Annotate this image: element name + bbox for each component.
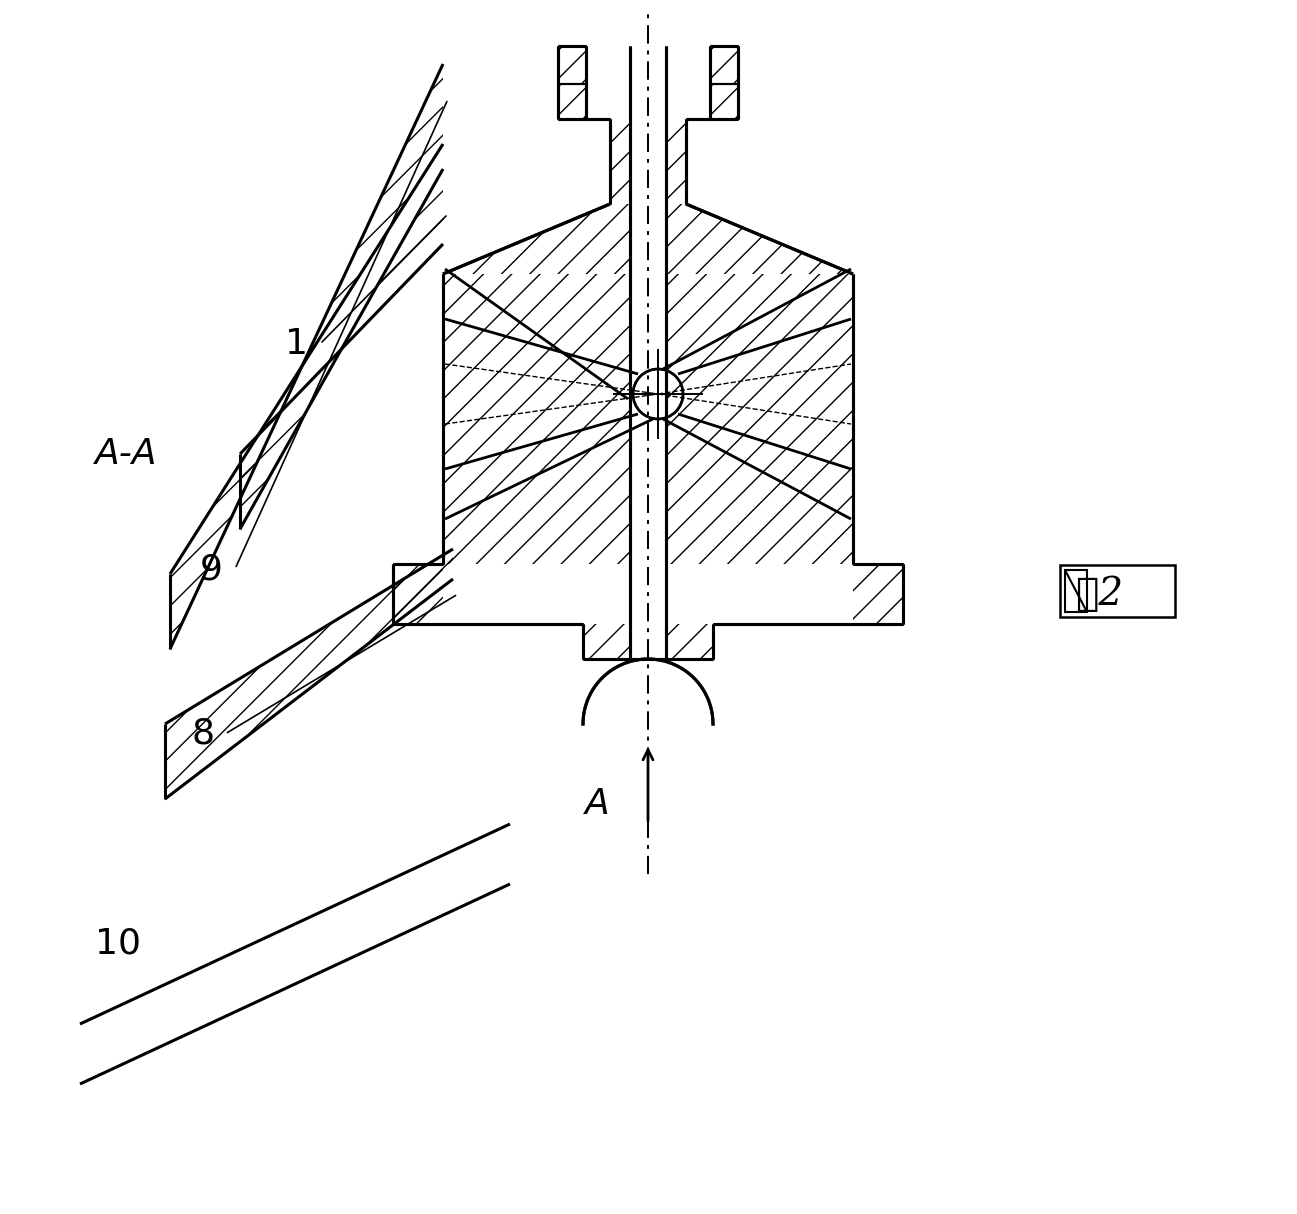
Bar	[1060, 565, 1175, 617]
Text: 图2: 图2	[1075, 575, 1123, 613]
Text: 9: 9	[200, 552, 223, 586]
Text: A: A	[585, 787, 610, 821]
Text: 8: 8	[192, 717, 215, 751]
Bar	[1065, 571, 1087, 612]
Text: A-A: A-A	[95, 437, 157, 471]
Text: 10: 10	[95, 927, 141, 961]
Text: 1: 1	[285, 327, 307, 361]
